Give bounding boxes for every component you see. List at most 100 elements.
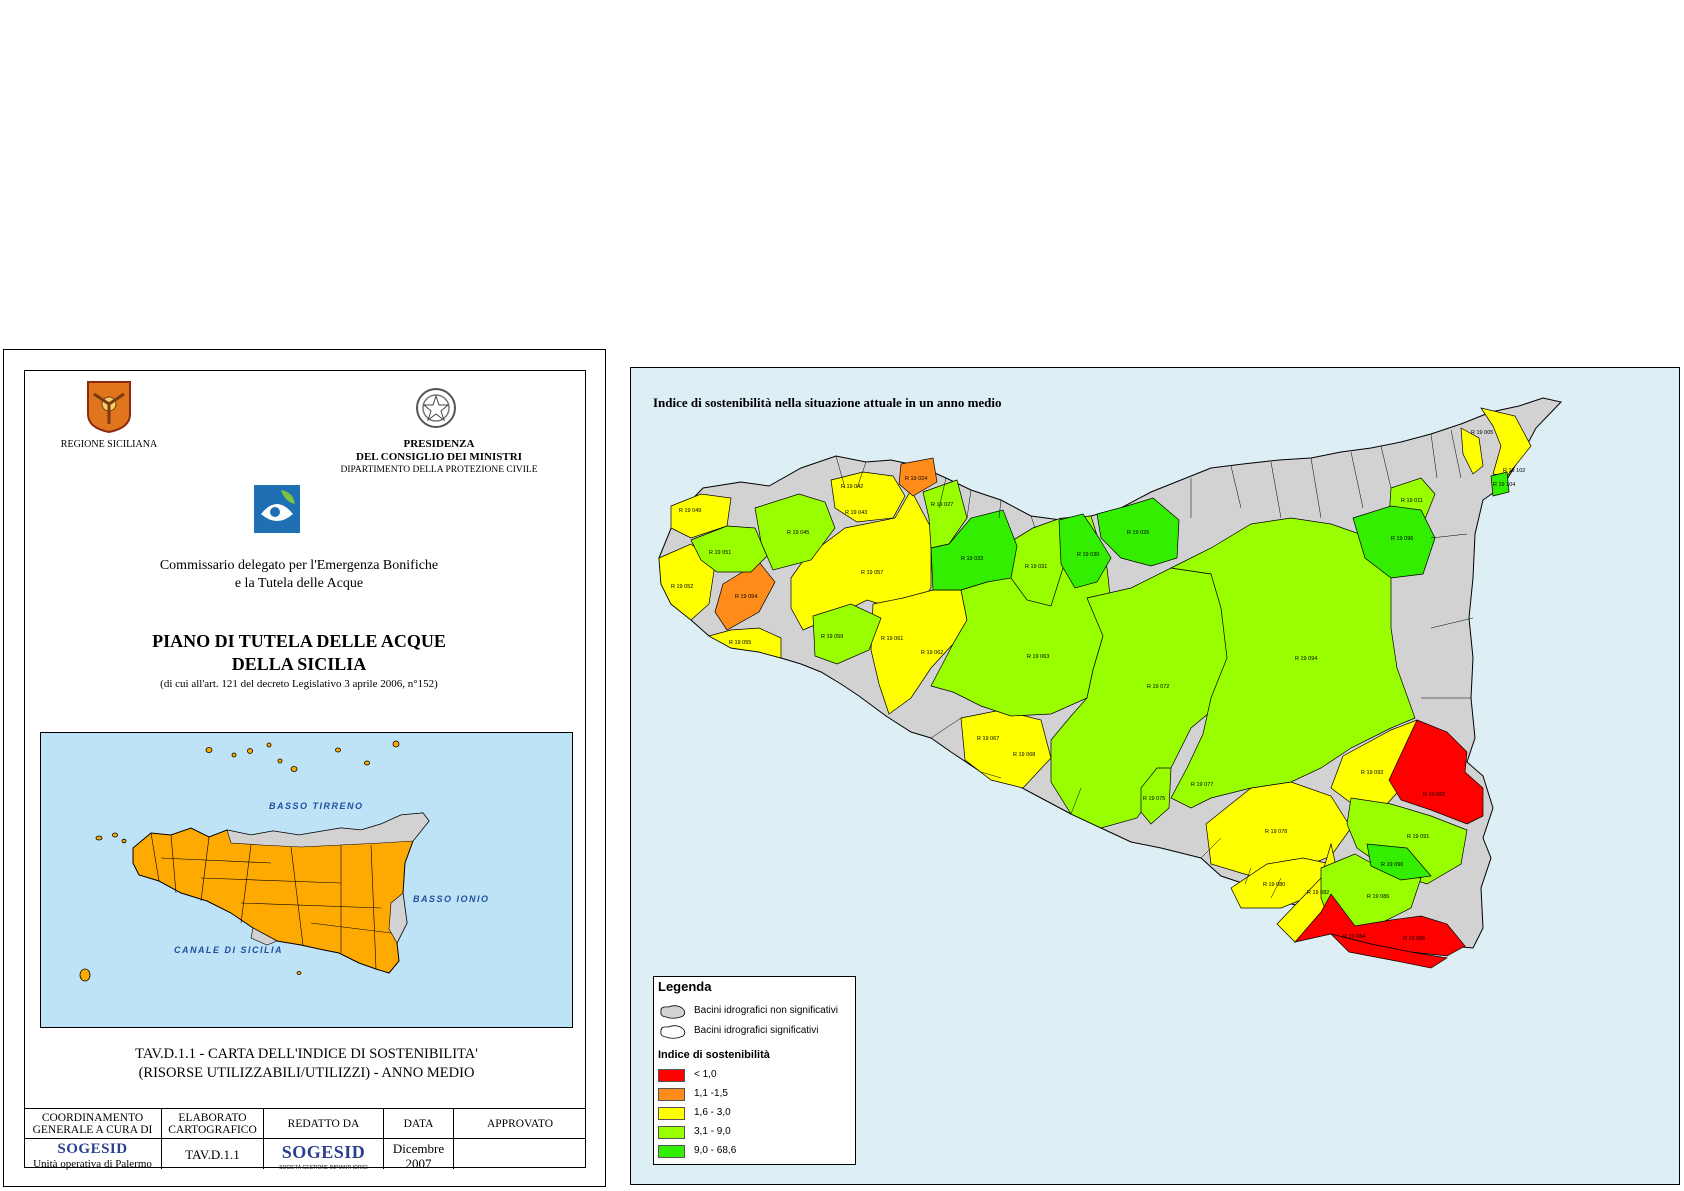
basin-label-086: R 19 086 (1367, 894, 1389, 900)
basin-label-102: R 19 102 (1503, 468, 1525, 474)
presidency-line-2: DEL CONSIGLIO DEI MINISTRI (356, 451, 522, 463)
sogesid-sub: SOCIETÀ GESTIONE IMPIANTI IDRICI (279, 1165, 368, 1171)
basin-label-067: R 19 067 (977, 736, 999, 742)
info-table: COORDINAMENTO GENERALE A CURA DI ELABORA… (24, 1108, 586, 1171)
redatto-cell: SOGESID SOCIETÀ GESTIONE IMPIANTI IDRICI (264, 1139, 384, 1171)
basin-label-075: R 19 075 (1143, 796, 1165, 802)
inset-label-ionio: BASSO IONIO (413, 894, 490, 904)
basin-label-027: R 19 027 (931, 502, 953, 508)
legend-class-label: 3,1 - 9,0 (694, 1126, 731, 1137)
legend-swatch-3-9 (658, 1126, 685, 1139)
legend-swatch-1-6-3 (658, 1107, 685, 1120)
plan-title: PIANO DI TUTELA DELLE ACQUE DELLA SICILI… (64, 630, 534, 676)
basin-label-093: R 19 093 (1361, 770, 1383, 776)
basin-label-062: R 19 062 (921, 650, 943, 656)
approvato-cell (454, 1139, 586, 1169)
legend-class-label: 9,0 - 68,6 (694, 1145, 737, 1156)
legend-swatch-9-68 (658, 1145, 685, 1158)
basin-label-059: R 19 059 (821, 634, 843, 640)
header-redatto: REDATTO DA (264, 1109, 384, 1139)
sogesid-logo: SOGESID (57, 1141, 128, 1157)
basin-label-030: R 19 030 (1077, 552, 1099, 558)
basin-label-033: R 19 033 (961, 556, 983, 562)
basin-label-045: R 19 045 (787, 530, 809, 536)
legend-index-title: Indice di sostenibilità (658, 1049, 770, 1061)
plan-title-line-1: PIANO DI TUTELA DELLE ACQUE (152, 631, 446, 651)
title-sheet: REGIONE SICILIANA PRESIDENZA DEL CONSIGL… (3, 349, 606, 1187)
basin-label-091: R 19 091 (1407, 834, 1429, 840)
legend-swatch-1-1-5 (658, 1088, 685, 1101)
basin-label-084: R 19 084 (1343, 934, 1365, 940)
legend-significant-label: Bacini idrografici significativi (694, 1025, 819, 1036)
sicily-basins-map: R 19 049 R 19 051 R 19 052 R 19 054 R 19… (658, 397, 1562, 969)
region-label: REGIONE SICILIANA (60, 439, 158, 450)
basin-label-082: R 19 082 (1307, 890, 1329, 896)
plan-title-line-2: DELLA SICILIA (231, 654, 367, 674)
basin-label-011: R 19 011 (1401, 498, 1423, 504)
basin-label-049: R 19 049 (679, 508, 701, 514)
header-data: DATA (384, 1109, 454, 1139)
sogesid-logo-2: SOGESID (281, 1142, 366, 1162)
coord-line-1: COORDINAMENTO (41, 1112, 144, 1124)
basin-label-072: R 19 072 (1147, 684, 1169, 690)
presidency-title: PRESIDENZA DEL CONSIGLIO DEI MINISTRI (339, 438, 539, 464)
basin-label-085: R 19 085 (1403, 936, 1425, 942)
tavola-title-line-1: TAV.D.1.1 - CARTA DELL'INDICE DI SOSTENI… (135, 1046, 478, 1062)
basin-label-043: R 19 043 (845, 510, 867, 516)
header-coordinamento: COORDINAMENTO GENERALE A CURA DI (24, 1109, 162, 1139)
basin-label-063: R 19 063 (1027, 654, 1049, 660)
italian-republic-emblem-icon (416, 388, 456, 428)
commissioner-title: Commissario delegato per l'Emergenza Bon… (84, 557, 514, 593)
plan-subtitle: (di cui all'art. 121 del decreto Legisla… (160, 678, 438, 690)
legend-class-label: 1,1 -1,5 (694, 1088, 728, 1099)
basin-label-104: R 19 104 (1493, 482, 1515, 488)
grey-basin-swatch-icon (660, 1005, 686, 1019)
header-approvato: APPROVATO (454, 1109, 586, 1139)
legend-swatch-lt1 (658, 1069, 685, 1082)
basin-label-024: R 19 024 (905, 476, 927, 482)
basin-label-094: R 19 094 (1295, 656, 1317, 662)
inset-map-svg: BASSO TIRRENO BASSO IONIO CANALE DI SICI… (79, 740, 490, 982)
tav-code: TAV.D.1.1 (162, 1139, 264, 1169)
basin-label-090: R 19 090 (1381, 862, 1403, 868)
basin-label-096: R 19 096 (1391, 536, 1413, 542)
elab-line-1: ELABORATO (178, 1112, 247, 1124)
basin-label-077: R 19 077 (1191, 782, 1213, 788)
commissioner-line-2: e la Tutela delle Acque (234, 576, 364, 591)
basin-label-068: R 19 068 (1013, 752, 1035, 758)
basin-label-051: R 19 051 (709, 550, 731, 556)
map-title: Indice di sostenibilità nella situazione… (653, 395, 1002, 410)
basin-label-042: R 19 042 (841, 484, 863, 490)
basin-label-092: R 19 092 (1423, 792, 1445, 798)
tavola-title: TAV.D.1.1 - CARTA DELL'INDICE DI SOSTENI… (44, 1045, 569, 1083)
tavola-title-line-2: (RISORSE UTILIZZABILI/UTILIZZI) - ANNO M… (138, 1065, 475, 1081)
white-basin-swatch-icon (660, 1025, 686, 1039)
basin-label-057: R 19 057 (861, 570, 883, 576)
basin-label-054: R 19 054 (735, 594, 757, 600)
legend-title: Legenda (658, 979, 712, 994)
regione-siciliana-emblem-icon (87, 381, 131, 434)
header-elaborato: ELABORATO CARTOGRAFICO (162, 1109, 264, 1139)
basin-label-052: R 19 052 (671, 584, 693, 590)
presidency-line-1: PRESIDENZA (403, 438, 475, 450)
basin-label-055: R 19 055 (729, 640, 751, 646)
sogesid-unit-cell: SOGESID Unità operativa di Palermo (24, 1139, 162, 1170)
map-legend: Legenda Bacini idrografici non significa… (653, 976, 856, 1165)
department-label: DIPARTIMENTO DELLA PROTEZIONE CIVILE (340, 465, 538, 475)
commissioner-line-1: Commissario delegato per l'Emergenza Bon… (159, 558, 439, 573)
basin-label-080: R 19 080 (1263, 882, 1285, 888)
date-cell: Dicembre 2007 (384, 1139, 454, 1171)
legend-class-label: < 1,0 (694, 1069, 717, 1080)
inset-label-tirreno: BASSO TIRRENO (269, 801, 364, 811)
unit-label: Unità operativa di Palermo (33, 1158, 152, 1170)
inset-map: BASSO TIRRENO BASSO IONIO CANALE DI SICI… (40, 732, 573, 1028)
title-sheet-frame (24, 370, 586, 1168)
basin-label-078: R 19 078 (1265, 829, 1287, 835)
elab-line-2: CARTOGRAFICO (168, 1124, 257, 1136)
main-map-frame: Indice di sostenibilità nella situazione… (630, 367, 1680, 1185)
date-year: 2007 (405, 1156, 432, 1171)
basin-label-061: R 19 061 (881, 636, 903, 642)
basin-label-026: R 19 026 (1127, 530, 1149, 536)
inset-label-canale: CANALE DI SICILIA (174, 945, 283, 955)
basin-label-005: R 19 005 (1471, 430, 1493, 436)
